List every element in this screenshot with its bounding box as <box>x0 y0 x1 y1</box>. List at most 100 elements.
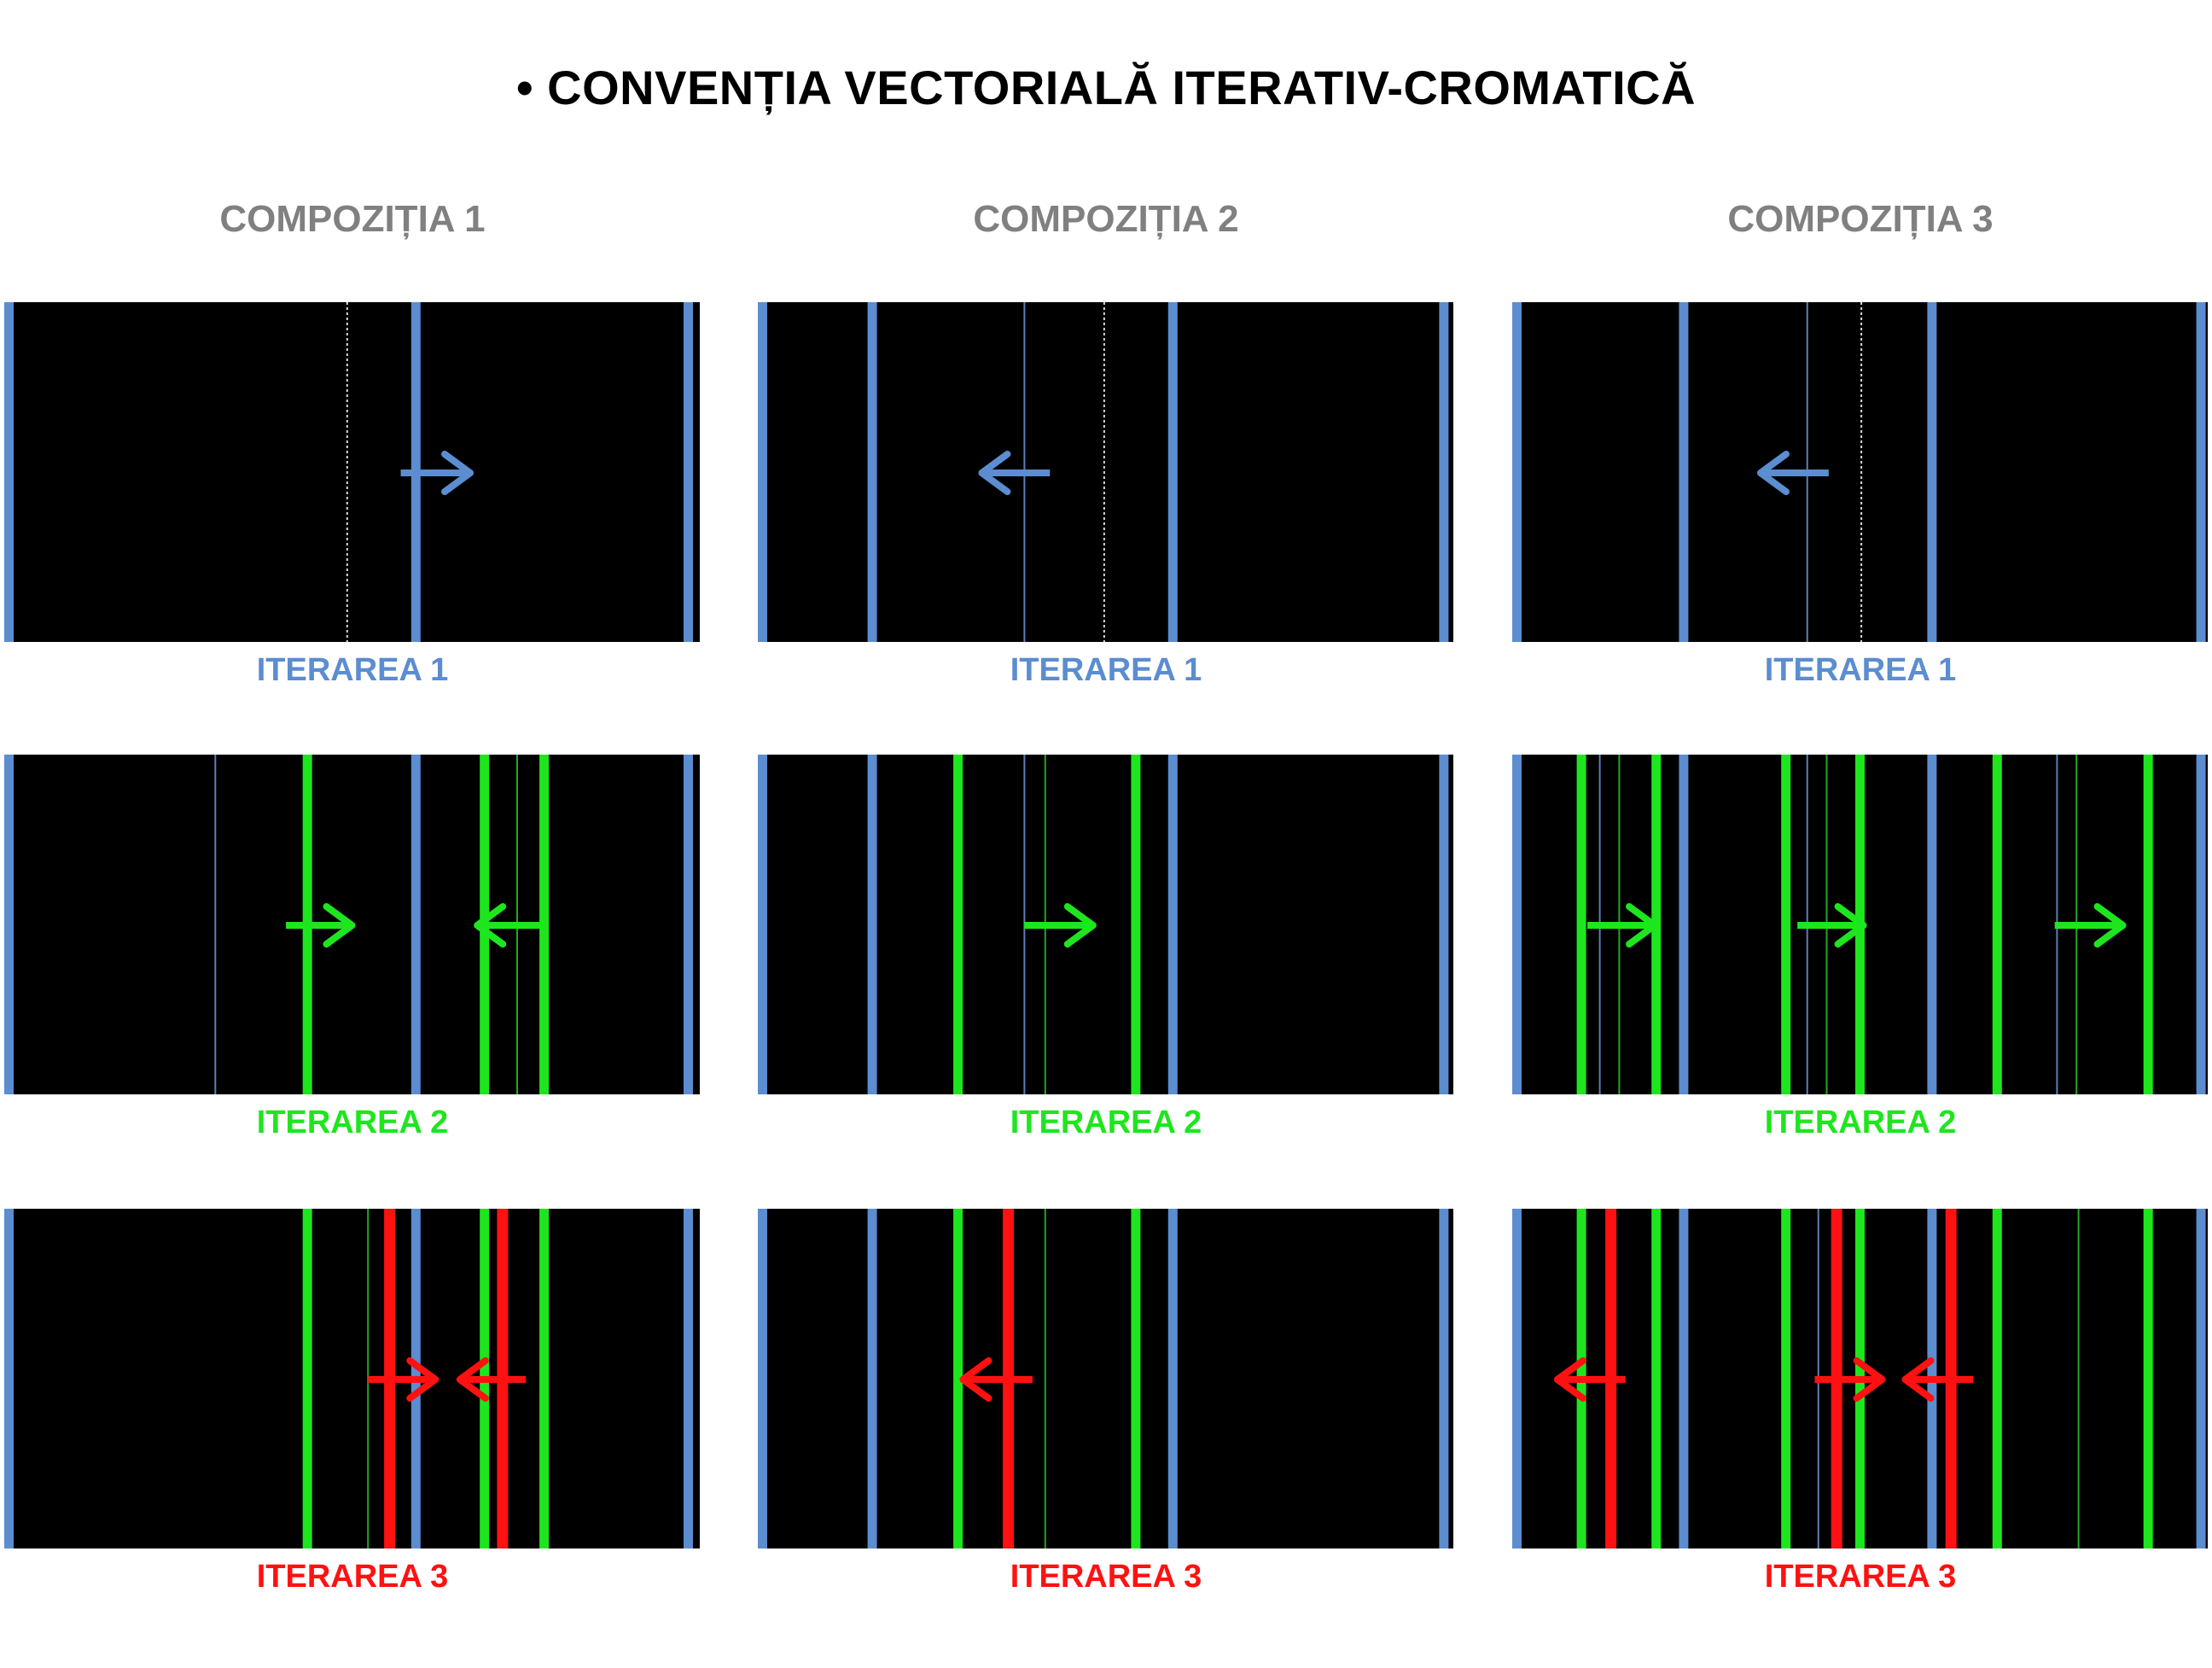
arrow-left-icon <box>474 903 547 948</box>
vector-line-iteration-1 <box>2196 755 2206 1094</box>
vector-line-iteration-1 <box>867 302 877 642</box>
arrow-right-icon <box>2054 903 2127 948</box>
composition-title-3: COMPOZIȚIA 3 <box>1727 198 1994 240</box>
panel-composition-2-iteration-2 <box>758 755 1453 1094</box>
panel-background <box>758 755 1453 1094</box>
vector-line-iteration-2 <box>1781 755 1791 1094</box>
vector-line-iteration-2 <box>953 755 963 1094</box>
arrow-right-icon <box>1797 903 1867 948</box>
vector-line-iteration-2 <box>1131 755 1141 1094</box>
arrow-left-icon <box>959 1357 1033 1402</box>
panel-background <box>4 302 700 642</box>
vector-line-iteration-1 <box>684 755 693 1094</box>
panel-background <box>758 302 1453 642</box>
vector-line-iteration-1 <box>758 302 767 642</box>
panel-canvas <box>758 1209 1453 1548</box>
trace-line-thin-green <box>1044 1209 1046 1548</box>
panel-canvas <box>758 755 1453 1094</box>
panel-canvas <box>758 302 1453 642</box>
composition-title-2: COMPOZIȚIA 2 <box>973 198 1239 240</box>
arrow-right-icon <box>1814 1357 1886 1402</box>
panel-background <box>4 1209 700 1548</box>
arrow-right-icon <box>368 1357 439 1402</box>
panel-composition-2-iteration-1 <box>758 302 1453 642</box>
iteration-label-3: ITERAREA 3 <box>1764 1559 1957 1595</box>
trace-line-thin-blue <box>214 755 217 1094</box>
panel-canvas <box>1512 1209 2208 1548</box>
trace-line-thin-green <box>2077 1209 2080 1548</box>
vector-line-iteration-1 <box>4 1209 14 1548</box>
panel-composition-3-iteration-1 <box>1512 302 2208 642</box>
vector-line-iteration-2 <box>2143 1209 2153 1548</box>
panel-composition-3-iteration-2 <box>1512 755 2208 1094</box>
vector-line-iteration-1 <box>1679 755 1689 1094</box>
panel-canvas <box>4 1209 700 1548</box>
vector-line-iteration-1 <box>867 755 877 1094</box>
panel-composition-3-iteration-3 <box>1512 1209 2208 1548</box>
vector-line-iteration-1 <box>4 755 14 1094</box>
arrow-left-icon <box>1901 1357 1974 1402</box>
vector-line-iteration-2 <box>539 1209 550 1548</box>
panel-composition-2-iteration-3 <box>758 1209 1453 1548</box>
arrow-left-icon <box>456 1357 527 1402</box>
iteration-label-2: ITERAREA 2 <box>256 1105 449 1140</box>
panel-canvas <box>1512 302 2208 642</box>
vector-line-iteration-2 <box>1992 755 2002 1094</box>
vector-line-iteration-1 <box>1927 755 1937 1094</box>
vector-line-iteration-2 <box>1992 1209 2002 1548</box>
vector-line-iteration-1 <box>684 302 693 642</box>
panel-background <box>1512 302 2208 642</box>
vector-line-iteration-1 <box>758 1209 767 1548</box>
iteration-label-1: ITERAREA 1 <box>1010 652 1202 688</box>
vector-line-iteration-1 <box>2196 1209 2206 1548</box>
panel-composition-1-iteration-3 <box>4 1209 700 1548</box>
vector-line-iteration-1 <box>410 755 421 1094</box>
iteration-label-3: ITERAREA 3 <box>256 1559 449 1595</box>
iteration-label-1: ITERAREA 1 <box>1764 652 1957 688</box>
vector-line-iteration-2 <box>1651 1209 1662 1548</box>
arrow-right-icon <box>400 451 474 495</box>
iteration-label-2: ITERAREA 2 <box>1010 1105 1202 1140</box>
arrow-right-icon <box>1587 903 1659 948</box>
vector-line-iteration-1 <box>758 755 767 1094</box>
iteration-label-2: ITERAREA 2 <box>1764 1105 1957 1140</box>
panel-background <box>758 1209 1453 1548</box>
vector-line-iteration-1 <box>1439 1209 1449 1548</box>
vector-line-iteration-1 <box>1679 302 1689 642</box>
vector-line-iteration-1 <box>1927 302 1937 642</box>
vector-line-iteration-1 <box>1167 1209 1178 1548</box>
composition-title-1: COMPOZIȚIA 1 <box>219 198 486 240</box>
vector-line-iteration-1 <box>4 302 14 642</box>
iteration-label-3: ITERAREA 3 <box>1010 1559 1202 1595</box>
vector-line-iteration-2 <box>302 1209 312 1548</box>
arrow-left-icon <box>1553 1357 1626 1402</box>
vector-line-iteration-2 <box>1131 1209 1141 1548</box>
vector-line-iteration-1 <box>867 1209 877 1548</box>
vector-line-iteration-2 <box>2143 755 2153 1094</box>
panel-composition-1-iteration-2 <box>4 755 700 1094</box>
trace-line-thin-green <box>367 1209 370 1548</box>
vector-line-iteration-2 <box>1576 755 1586 1094</box>
vector-line-iteration-1 <box>1512 755 1522 1094</box>
page-title: • CONVENȚIA VECTORIALĂ ITERATIV-CROMATIC… <box>515 61 1697 114</box>
arrow-right-icon <box>1024 903 1097 948</box>
panel-composition-1-iteration-1 <box>4 302 700 642</box>
vector-line-iteration-1 <box>684 1209 693 1548</box>
vector-line-iteration-1 <box>1167 302 1178 642</box>
arrow-left-icon <box>1756 451 1829 495</box>
vector-line-iteration-1 <box>1512 302 1522 642</box>
arrow-right-icon <box>286 903 356 948</box>
vector-line-iteration-1 <box>1439 755 1449 1094</box>
vector-line-iteration-1 <box>1512 1209 1522 1548</box>
vector-line-iteration-1 <box>1439 302 1449 642</box>
vector-line-iteration-1 <box>2196 302 2206 642</box>
vector-line-iteration-1 <box>1679 1209 1689 1548</box>
vector-line-iteration-2 <box>1781 1209 1791 1548</box>
vector-line-iteration-2 <box>953 1209 963 1548</box>
iteration-label-1: ITERAREA 1 <box>256 652 449 688</box>
vector-line-iteration-1 <box>1167 755 1178 1094</box>
panel-canvas <box>4 302 700 642</box>
arrow-left-icon <box>978 451 1051 495</box>
panel-canvas <box>1512 755 2208 1094</box>
panel-canvas <box>4 755 700 1094</box>
